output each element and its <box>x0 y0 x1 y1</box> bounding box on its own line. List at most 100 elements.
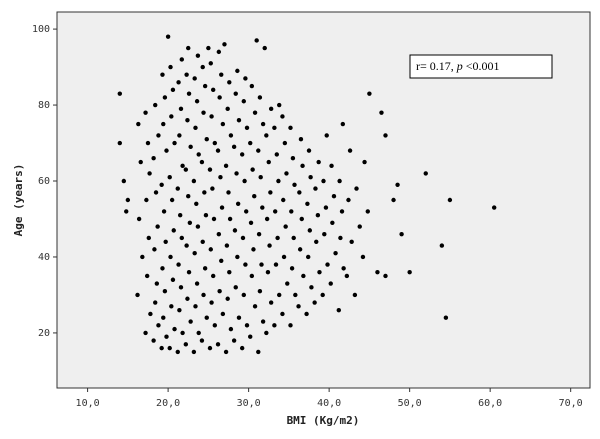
point <box>312 300 317 305</box>
point <box>153 190 159 195</box>
point <box>152 247 157 252</box>
point <box>264 133 269 138</box>
point <box>225 106 230 112</box>
point <box>154 281 160 286</box>
point <box>195 53 201 58</box>
point <box>194 201 199 206</box>
point <box>338 235 343 241</box>
point <box>324 133 329 138</box>
point <box>183 167 189 172</box>
point <box>277 102 282 108</box>
point <box>184 72 189 77</box>
point <box>211 216 217 222</box>
point <box>151 156 156 161</box>
point <box>186 45 191 51</box>
x-tick-label: 20,0 <box>156 398 180 409</box>
point <box>117 91 123 96</box>
point <box>169 304 174 309</box>
point <box>183 342 189 347</box>
point <box>236 118 242 123</box>
point <box>268 106 274 112</box>
point <box>209 114 214 119</box>
point <box>186 91 192 96</box>
point <box>260 121 266 127</box>
point <box>297 247 303 252</box>
x-tick-label: 30,0 <box>237 398 261 409</box>
point <box>194 281 200 286</box>
point <box>256 349 261 355</box>
annotation-italic: p <box>456 59 463 73</box>
point <box>208 247 213 252</box>
point <box>316 159 321 165</box>
point <box>291 235 296 241</box>
point <box>167 175 172 180</box>
point <box>172 326 177 332</box>
y-tick-label: 60 <box>38 176 50 187</box>
point <box>305 201 310 206</box>
point <box>257 288 263 294</box>
point <box>344 273 350 279</box>
point <box>199 159 205 165</box>
point <box>227 80 232 85</box>
point <box>155 224 160 229</box>
point <box>256 231 262 237</box>
point <box>179 57 184 62</box>
point <box>191 349 197 355</box>
point <box>162 95 168 100</box>
point <box>117 140 123 146</box>
point <box>162 288 168 294</box>
point <box>185 118 190 123</box>
point <box>277 292 282 298</box>
point <box>254 38 259 43</box>
point <box>248 220 254 225</box>
point <box>281 254 287 260</box>
point <box>159 182 164 188</box>
point <box>224 243 230 248</box>
point <box>210 87 216 93</box>
point <box>204 315 209 320</box>
point <box>280 114 285 119</box>
point <box>121 178 127 184</box>
point <box>160 266 165 271</box>
point <box>236 315 242 320</box>
point <box>161 209 167 214</box>
point <box>223 349 229 355</box>
point <box>275 235 280 241</box>
point <box>339 209 345 214</box>
points <box>117 34 497 355</box>
point <box>284 171 289 176</box>
point <box>202 266 208 271</box>
point <box>395 182 400 188</box>
point <box>153 300 158 305</box>
point <box>219 258 224 263</box>
point <box>219 205 225 210</box>
point <box>260 319 266 324</box>
point <box>300 163 305 169</box>
point <box>256 148 261 153</box>
annotation-suffix: <0.001 <box>463 59 500 73</box>
point <box>167 345 172 351</box>
point <box>288 125 293 131</box>
y-tick-label: 40 <box>38 252 50 263</box>
point <box>362 159 367 165</box>
point <box>228 326 234 332</box>
point <box>175 349 180 355</box>
point <box>168 254 173 260</box>
point <box>169 114 174 119</box>
point <box>215 148 221 153</box>
point <box>200 64 205 70</box>
point <box>244 323 250 328</box>
point <box>124 209 129 214</box>
point <box>439 243 445 248</box>
point <box>280 311 285 317</box>
point <box>347 148 353 153</box>
point <box>268 300 274 305</box>
point <box>239 152 245 157</box>
point <box>196 152 201 157</box>
point <box>330 220 335 225</box>
point <box>252 194 257 199</box>
point <box>306 148 312 153</box>
point <box>259 262 264 267</box>
point <box>301 273 306 279</box>
point <box>283 224 288 229</box>
